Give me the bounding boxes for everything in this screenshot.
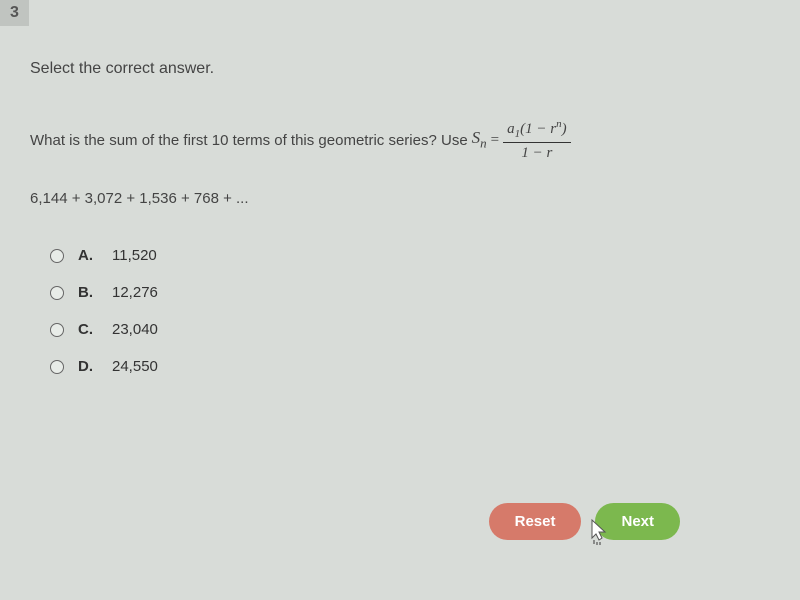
options-list: A. 11,520 B. 12,276 C. 23,040 D. 24,550 <box>50 247 770 375</box>
option-b-label: B. <box>78 284 106 301</box>
option-a[interactable]: A. 11,520 <box>50 247 770 264</box>
content-area: Select the correct answer. What is the s… <box>0 0 800 425</box>
radio-b[interactable] <box>50 286 64 300</box>
question-number-badge: 3 <box>0 0 29 26</box>
button-row: Reset Next <box>489 503 680 540</box>
formula-fraction: a1(1 − rn) 1 − r <box>503 118 570 162</box>
question-text: What is the sum of the first 10 terms of… <box>30 118 770 162</box>
option-a-value: 11,520 <box>112 247 157 264</box>
cursor-icon <box>587 518 611 546</box>
option-d-label: D. <box>78 358 106 375</box>
question-prefix: What is the sum of the first 10 terms of… <box>30 132 468 149</box>
formula-lhs: Sn <box>472 128 487 151</box>
option-c-label: C. <box>78 321 106 338</box>
option-b[interactable]: B. 12,276 <box>50 284 770 301</box>
option-a-label: A. <box>78 247 106 264</box>
formula-numerator: a1(1 − rn) <box>503 118 570 143</box>
radio-a[interactable] <box>50 249 64 263</box>
formula-denominator: 1 − r <box>517 143 556 162</box>
instruction-text: Select the correct answer. <box>30 60 770 78</box>
option-d-value: 24,550 <box>112 358 158 375</box>
reset-button[interactable]: Reset <box>489 503 582 540</box>
question-number: 3 <box>10 4 19 21</box>
series-text: 6,144 + 3,072 + 1,536 + 768 + ... <box>30 190 770 207</box>
formula-equals: = <box>491 132 499 149</box>
radio-c[interactable] <box>50 323 64 337</box>
radio-d[interactable] <box>50 360 64 374</box>
option-d[interactable]: D. 24,550 <box>50 358 770 375</box>
option-c[interactable]: C. 23,040 <box>50 321 770 338</box>
formula: Sn = a1(1 − rn) 1 − r <box>472 118 571 162</box>
option-c-value: 23,040 <box>112 321 158 338</box>
option-b-value: 12,276 <box>112 284 158 301</box>
next-button[interactable]: Next <box>595 503 680 540</box>
